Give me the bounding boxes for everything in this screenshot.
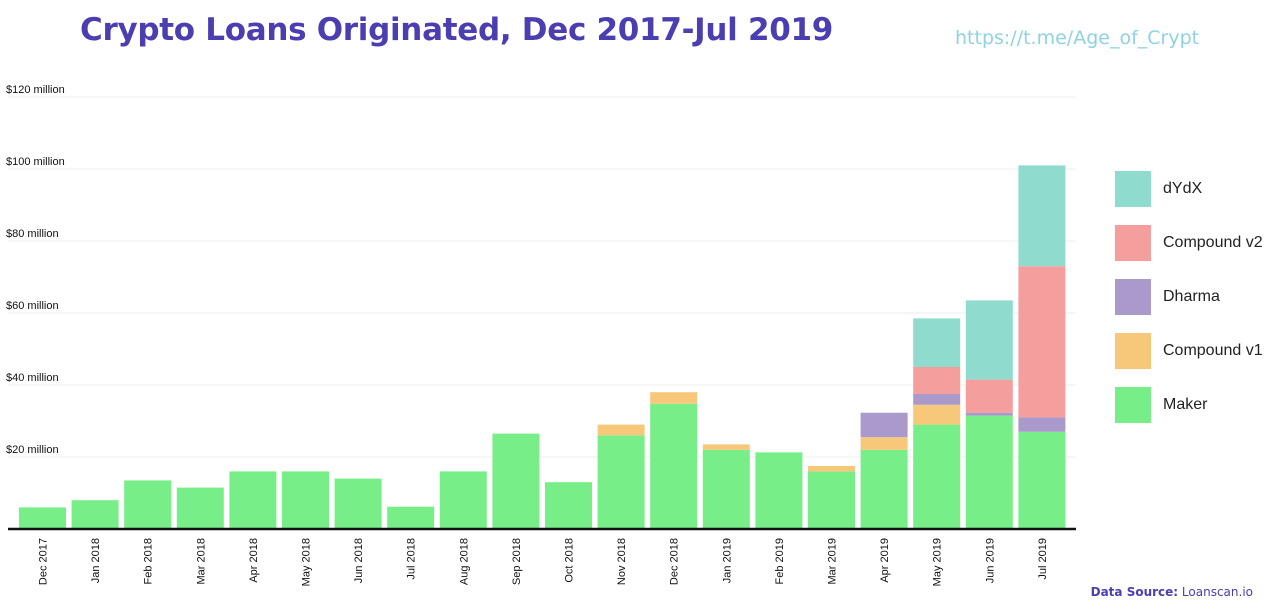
x-tick-label: Feb 2018: [143, 538, 155, 584]
bar-segment-maker: [229, 471, 277, 529]
bar-segment-dharma: [1018, 417, 1066, 432]
bar-segment-dydx: [1018, 165, 1066, 267]
bar-segment-maker: [387, 506, 435, 529]
x-tick-label: Jul 2018: [406, 538, 418, 580]
bar-segment-dydx: [965, 300, 1013, 380]
y-tick-label: $80 million: [6, 228, 59, 240]
x-tick-label: Jun 2018: [353, 538, 365, 583]
bar-segment-maker: [545, 482, 592, 529]
legend-label: Dharma: [1163, 288, 1220, 305]
x-tick-label: Apr 2018: [248, 538, 260, 583]
legend-item: Dharma: [1115, 271, 1263, 323]
x-tick-label: May 2019: [932, 538, 944, 586]
bar-segment-compound-v1: [650, 392, 698, 404]
bar-segment-maker: [755, 452, 803, 529]
legend-item: Maker: [1115, 379, 1263, 431]
x-tick-label: Jun 2019: [984, 538, 996, 583]
bar-segment-compound-v2: [965, 379, 1013, 413]
bar-segment-maker: [334, 478, 382, 529]
y-tick-label: $20 million: [6, 444, 59, 456]
legend: dYdX Compound v2 Dharma Compound v1 Maker: [1115, 163, 1263, 433]
y-tick-label: $100 million: [6, 156, 65, 168]
legend-swatch: [1115, 279, 1151, 315]
x-tick-label: Jul 2019: [1037, 538, 1049, 580]
x-tick-label: Dec 2017: [38, 538, 50, 585]
bar-segment-maker: [860, 449, 908, 529]
legend-item: dYdX: [1115, 163, 1263, 215]
y-tick-label: $60 million: [6, 300, 59, 312]
watermark-link[interactable]: https://t.me/Age_of_Crypt: [955, 27, 1200, 49]
bar-segment-maker: [913, 424, 961, 529]
bar-segment-maker: [808, 471, 855, 529]
bar-segment-maker: [176, 487, 224, 529]
bar-segment-dharma: [860, 412, 908, 438]
x-tick-label: Sep 2018: [511, 538, 523, 585]
legend-swatch: [1115, 387, 1151, 423]
bar-segment-maker: [1018, 431, 1066, 529]
bar-segment-maker: [19, 507, 66, 529]
legend-label: Maker: [1163, 396, 1208, 413]
bar-segment-maker: [282, 471, 329, 529]
bar-segment-dharma: [965, 412, 1013, 416]
bar-segment-maker: [702, 449, 750, 529]
y-tick-label: $40 million: [6, 372, 59, 384]
data-source-value: Loanscan.io: [1181, 585, 1253, 599]
legend-label: dYdX: [1163, 180, 1203, 197]
y-tick-label: $120 million: [6, 84, 65, 96]
data-source-label: Data Source:: [1090, 585, 1179, 599]
bar-segment-dydx: [913, 318, 961, 367]
x-tick-label: Mar 2018: [195, 538, 207, 584]
chart-title: Crypto Loans Originated, Dec 2017-Jul 20…: [80, 12, 834, 48]
legend-item: Compound v1: [1115, 325, 1263, 377]
legend-label: Compound v2: [1163, 234, 1263, 251]
bar-segment-compound-v1: [860, 437, 908, 450]
x-tick-label: Jan 2019: [721, 538, 733, 583]
legend-swatch: [1115, 225, 1151, 261]
data-source: Data Source: Loanscan.io: [1091, 585, 1253, 599]
x-tick-label: Apr 2019: [879, 538, 891, 583]
x-axis-tick-labels: Dec 2017 Jan 2018 Feb 2018 Mar 2018 Apr 2018…: [38, 538, 1049, 586]
legend-label: Compound v1: [1163, 342, 1263, 359]
bar-segment-maker: [124, 480, 172, 529]
bar-segment-compound-v1: [808, 466, 855, 472]
bar-segment-maker: [597, 435, 645, 529]
bar-segment-compound-v1: [913, 404, 961, 425]
bar-segment-maker: [492, 433, 540, 529]
bar-segment-compound-v2: [913, 367, 961, 394]
bar-segment-compound-v1: [702, 444, 750, 450]
bar-segment-dharma: [913, 394, 961, 405]
x-tick-label: Jan 2018: [90, 538, 102, 583]
bar-segment-compound-v1: [597, 424, 645, 436]
bar-segment-compound-v2: [1018, 266, 1066, 418]
legend-swatch: [1115, 333, 1151, 369]
x-tick-label: Dec 2018: [669, 538, 681, 585]
x-tick-label: Nov 2018: [616, 538, 628, 585]
bar-segment-maker: [965, 415, 1013, 529]
bar-segment-maker: [71, 500, 119, 529]
legend-item: Compound v2: [1115, 217, 1263, 269]
x-tick-label: Feb 2019: [774, 538, 786, 584]
legend-swatch: [1115, 171, 1151, 207]
x-tick-label: Mar 2019: [827, 538, 839, 584]
bars: [19, 165, 1066, 529]
x-tick-label: Aug 2018: [458, 538, 470, 585]
x-tick-label: May 2018: [301, 538, 313, 586]
x-tick-label: Oct 2018: [564, 538, 576, 583]
bar-segment-maker: [650, 403, 698, 529]
y-axis-tick-labels: $20 million $40 million $60 million $80 mil…: [6, 84, 65, 456]
bar-segment-maker: [439, 471, 487, 529]
